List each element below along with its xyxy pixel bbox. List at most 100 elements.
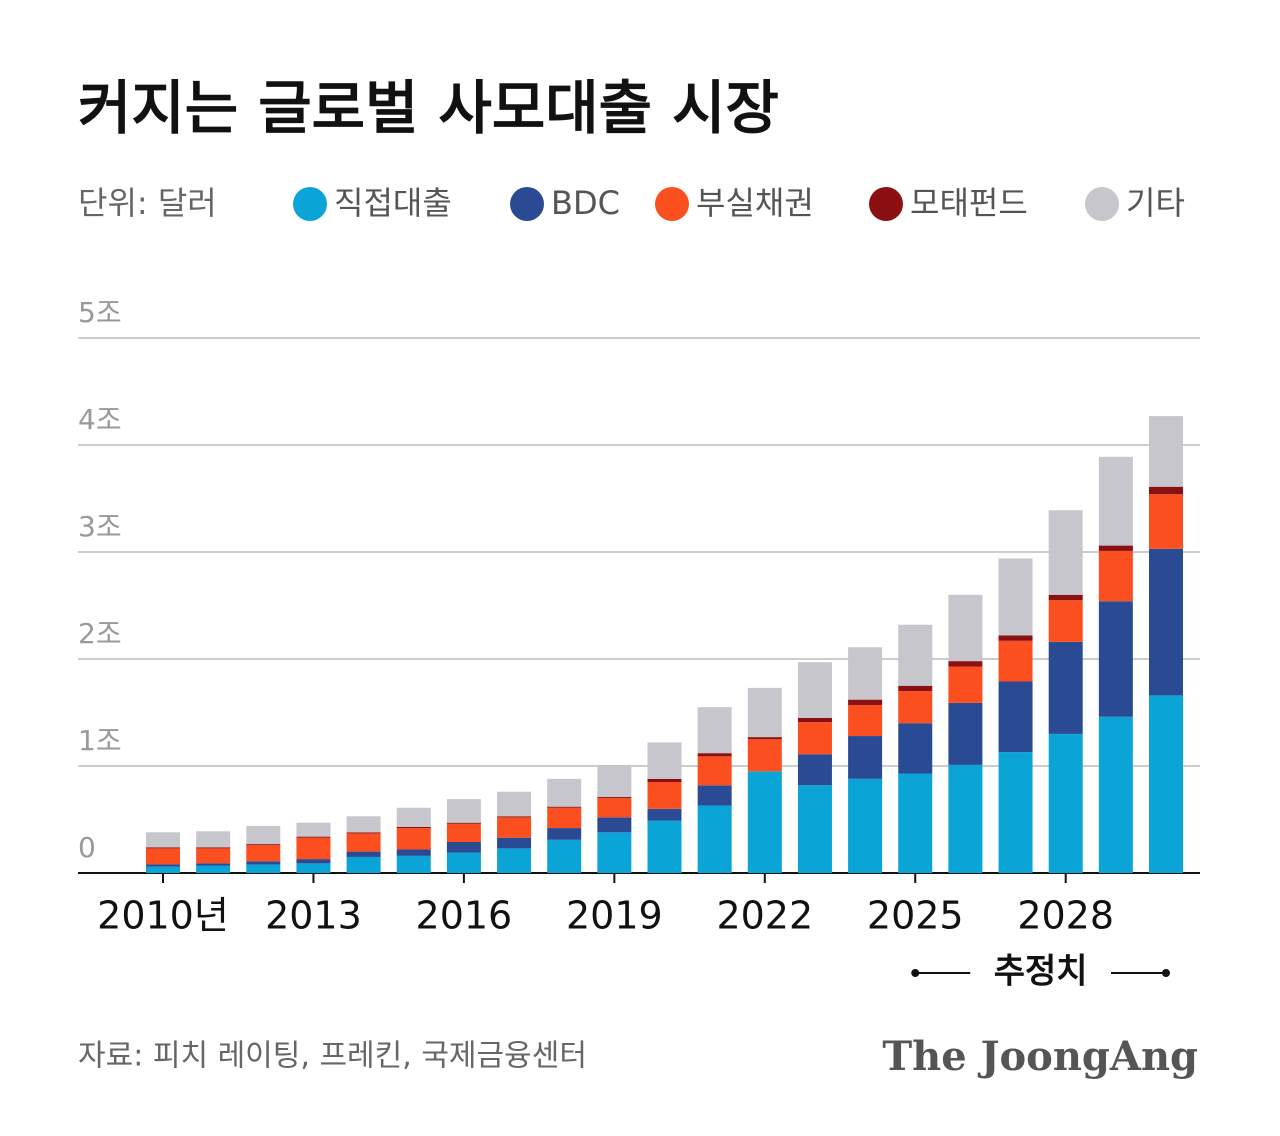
bar-segment: [797, 662, 832, 718]
bar-segment: [948, 666, 983, 703]
x-tick-label: 2013: [265, 894, 362, 938]
legend-label: 기타: [1126, 184, 1185, 222]
bar-segment: [797, 785, 832, 873]
bar-segment: [346, 851, 381, 857]
bar-segment: [497, 817, 532, 838]
bar-segment: [647, 782, 682, 809]
bar-segment: [146, 832, 180, 848]
bar-segment: [446, 799, 481, 823]
bar-segment: [597, 817, 632, 833]
bar-segment: [497, 791, 532, 817]
bar-segment: [196, 865, 231, 873]
y-tick-label: 0: [78, 831, 96, 864]
x-tick-label: 2019: [566, 894, 663, 938]
legend-label: BDC: [551, 184, 620, 222]
bar-segment: [747, 739, 782, 772]
bar-segment: [446, 841, 481, 853]
bar-segment: [1048, 733, 1083, 873]
bar-segment: [346, 833, 381, 852]
bar-segment: [146, 864, 180, 867]
bar-segment: [898, 773, 933, 873]
bar-segment: [1149, 548, 1183, 696]
legend-marker: [1085, 187, 1119, 221]
bar-segment: [998, 752, 1033, 873]
bar-segment: [146, 866, 180, 873]
bar-segment: [647, 742, 682, 779]
bar-segment: [547, 828, 582, 840]
bar-segment: [547, 806, 582, 808]
bar-segment: [1048, 600, 1083, 642]
bar-segment: [1048, 594, 1083, 601]
bar-segment: [296, 859, 331, 864]
bar-segment: [1149, 416, 1183, 487]
bar-segment: [1098, 456, 1133, 546]
bar-segment: [898, 723, 933, 774]
bar-segment: [246, 845, 281, 862]
bar-segment: [547, 839, 582, 873]
bar-segment: [898, 624, 933, 686]
brand: The JoongAng: [882, 1033, 1198, 1080]
bar-segment: [1098, 550, 1133, 602]
bar-segment: [697, 785, 732, 806]
legend-marker: [293, 187, 327, 221]
bar-segment: [1048, 510, 1083, 595]
bar-segment: [246, 844, 281, 846]
bar-segment: [497, 816, 532, 818]
y-tick-label: 1조: [78, 724, 122, 757]
bar-segment: [346, 856, 381, 873]
bar-segment: [597, 764, 632, 798]
bar-segment: [346, 832, 381, 834]
bar-segment: [697, 756, 732, 786]
bar-segment: [1098, 716, 1133, 873]
y-tick-label: 5조: [78, 296, 122, 329]
bar-segment: [848, 778, 883, 873]
legend-label: 부실채권: [696, 184, 814, 222]
bar-segment: [848, 699, 883, 706]
bar-segment: [497, 848, 532, 873]
bar-segment: [747, 771, 782, 873]
unit-label: 단위: 달러: [78, 184, 217, 222]
x-tick-label: 2010년: [97, 894, 229, 938]
legend-marker: [655, 187, 689, 221]
bar-segment: [898, 685, 933, 692]
legend-marker: [510, 187, 544, 221]
bar-segment: [296, 863, 331, 873]
bar-segment: [346, 816, 381, 833]
bar-segment: [697, 707, 732, 754]
bar-segment: [998, 635, 1033, 641]
bar-segment: [1149, 486, 1183, 495]
bar-segment: [196, 863, 231, 866]
x-tick-label: 2025: [867, 894, 964, 938]
y-tick-label: 3조: [78, 510, 122, 543]
bar-segment: [647, 808, 682, 821]
bar-segment: [848, 736, 883, 779]
bar-segment: [998, 681, 1033, 753]
bar-segment: [797, 717, 832, 723]
bar-segment: [948, 702, 983, 765]
bar-segment: [396, 828, 431, 850]
annotation: 추정치: [994, 952, 1088, 992]
bar-segment: [948, 764, 983, 873]
bar-segment: [1149, 494, 1183, 549]
bar-segment: [597, 797, 632, 799]
bar-segment: [296, 837, 331, 860]
bar-segment: [547, 778, 582, 807]
bar-segment: [396, 826, 431, 829]
bar-segment: [848, 705, 883, 737]
bar-segment: [998, 558, 1033, 636]
bar-segment: [647, 778, 682, 783]
bar-segment: [396, 807, 431, 827]
bar-segment: [848, 647, 883, 700]
bar-segment: [1048, 641, 1083, 734]
bar-segment: [1098, 601, 1133, 717]
bar-segment: [196, 848, 231, 864]
bar-segment: [196, 847, 231, 849]
bar-segment: [998, 640, 1033, 682]
bar-segment: [948, 594, 983, 662]
bar-segment: [146, 848, 180, 865]
bar-segment: [747, 737, 782, 740]
bar-segment: [697, 805, 732, 873]
bar-segment: [246, 825, 281, 845]
legend-label: 모태펀드: [910, 184, 1028, 222]
